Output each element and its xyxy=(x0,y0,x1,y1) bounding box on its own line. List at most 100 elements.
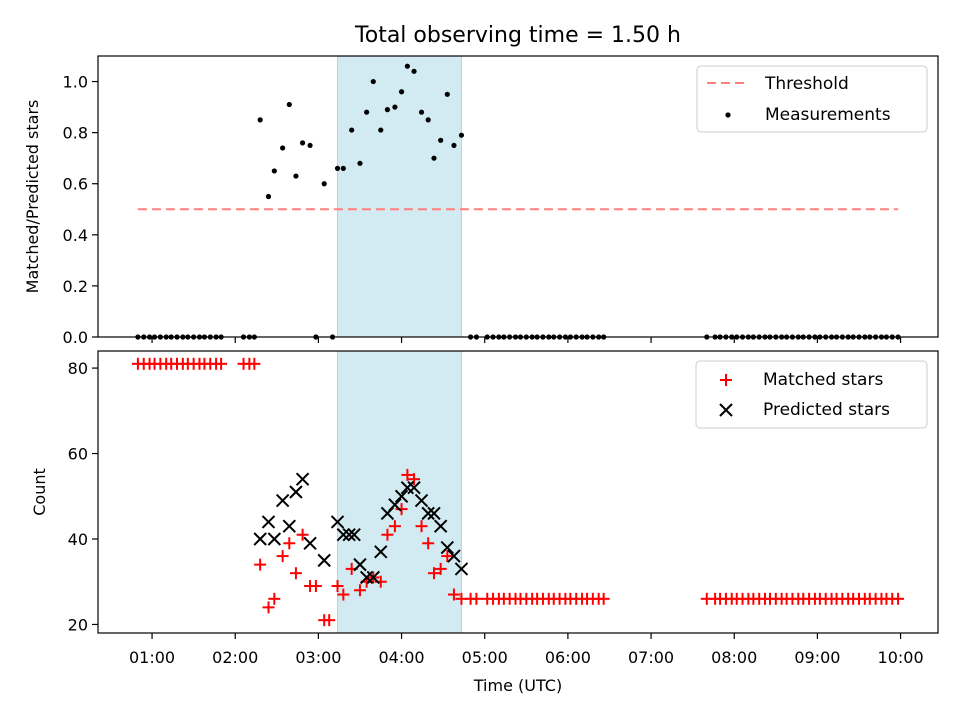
measurement-point xyxy=(334,165,341,171)
predicted-star-point xyxy=(427,506,441,521)
count-legend-box xyxy=(695,360,928,429)
ratio-legend: Threshold Measurements xyxy=(696,65,928,133)
matched-star-point xyxy=(248,357,261,370)
matched-star-point xyxy=(215,357,228,370)
count-y-tick-label: 40 xyxy=(68,530,88,549)
predicted-legend-label: Predicted stars xyxy=(763,400,890,420)
matched-star-point xyxy=(353,584,366,597)
x-tick-label: 01:00 xyxy=(129,648,175,667)
matched-star-point xyxy=(447,588,460,601)
ratio-y-label: Matched/Predicted stars xyxy=(23,100,42,294)
highlight-span-rect xyxy=(337,350,462,634)
matched-star-point xyxy=(892,592,905,605)
predicted-star-point xyxy=(289,485,303,499)
matched-star-point xyxy=(395,503,408,516)
predicted-legend-swatch xyxy=(719,403,733,417)
matched-star-points xyxy=(131,357,905,627)
matched-star-point xyxy=(283,537,296,550)
predicted-star-point xyxy=(317,553,331,568)
predicted-star-point xyxy=(267,532,282,546)
predicted-star-points xyxy=(253,472,469,585)
measurement-point xyxy=(307,142,313,149)
predicted-star-point xyxy=(447,549,461,563)
measurement-point xyxy=(364,109,370,115)
predicted-star-point xyxy=(261,515,276,529)
x-tick-label: 03:00 xyxy=(295,648,341,667)
predicted-star-point xyxy=(353,557,367,572)
matched-star-point xyxy=(262,601,275,614)
x-tick-label: 08:00 xyxy=(711,648,757,667)
predicted-star-point xyxy=(303,536,317,550)
measurement-point xyxy=(411,68,417,74)
measurement-point xyxy=(299,140,306,146)
measurement-point xyxy=(431,155,437,161)
matched-legend-swatch xyxy=(720,374,732,386)
predicted-star-point xyxy=(433,519,448,533)
matched-star-point xyxy=(388,520,401,533)
measurement-point xyxy=(271,168,277,174)
matched-star-point xyxy=(422,537,435,550)
measurement-point xyxy=(357,160,363,166)
predicted-star-point xyxy=(336,528,351,542)
predicted-star-point xyxy=(330,515,345,529)
predicted-star-point xyxy=(347,528,361,542)
matched-star-point xyxy=(309,580,322,592)
predicted-star-point xyxy=(421,506,435,521)
measurement-point xyxy=(384,107,391,113)
measurement-point xyxy=(451,142,457,149)
matched-star-point xyxy=(268,592,281,605)
predicted-star-point xyxy=(295,472,310,486)
count-x-ticks: 01:00 02:00 03:00 04:00 05:00 06:00 07:00 08:00… xyxy=(129,633,924,667)
measurement-point xyxy=(321,181,327,187)
x-tick-label: 09:00 xyxy=(794,648,840,667)
measurement-point xyxy=(458,132,465,138)
predicted-star-point xyxy=(253,532,267,546)
matched-star-point xyxy=(415,520,428,533)
measurement-point xyxy=(418,109,425,115)
matched-star-point xyxy=(408,473,421,486)
measurement-point xyxy=(370,78,376,85)
measurement-point xyxy=(257,117,263,123)
count-legend: Matched stars Predicted stars xyxy=(695,360,928,429)
count-y-label: Count xyxy=(30,468,49,516)
ratio-y-tick-label: 0.0 xyxy=(63,328,88,347)
ratio-x-ticks xyxy=(151,337,902,343)
matched-star-point xyxy=(434,562,447,575)
matched-star-point xyxy=(597,592,610,605)
measurements-legend-swatch xyxy=(725,112,731,118)
predicted-star-point xyxy=(366,570,380,585)
predicted-star-point xyxy=(275,493,290,508)
x-tick-label: 10:00 xyxy=(878,648,924,667)
ratio-legend-box xyxy=(696,65,928,133)
matched-star-point xyxy=(337,588,350,601)
measurement-point xyxy=(398,89,405,95)
measurement-point xyxy=(404,63,410,69)
chart-title: Total observing time = 1.50 h xyxy=(354,23,681,48)
count-panel-frame xyxy=(97,350,939,634)
x-axis-label: Time (UTC) xyxy=(473,676,562,695)
ratio-y-tick-label: 0.2 xyxy=(63,277,88,296)
x-tick-label: 04:00 xyxy=(379,648,425,667)
measurement-point xyxy=(349,127,355,133)
matched-star-point xyxy=(381,528,394,541)
measurement-point xyxy=(425,117,431,123)
predicted-star-point xyxy=(454,562,469,576)
x-tick-label: 02:00 xyxy=(212,648,258,667)
measurements-legend-label: Measurements xyxy=(765,105,891,125)
measurement-point xyxy=(438,137,444,143)
ratio-y-ticks: 0.0 0.2 0.4 0.6 0.8 1.0 xyxy=(63,73,98,347)
ratio-panel: 0.0 0.2 0.4 0.6 0.8 1.0 Matched/Predicted sta… xyxy=(23,55,939,347)
count-highlight-span xyxy=(337,350,462,634)
threshold-legend-label: Threshold xyxy=(764,74,849,94)
measurement-point xyxy=(293,173,299,179)
matched-star-point xyxy=(401,468,414,481)
matched-star-point xyxy=(470,592,483,605)
matched-star-point xyxy=(441,550,454,563)
matched-star-point xyxy=(254,558,267,571)
ratio-panel-frame xyxy=(97,55,939,338)
measurement-point xyxy=(392,104,398,110)
predicted-star-point xyxy=(374,545,388,559)
